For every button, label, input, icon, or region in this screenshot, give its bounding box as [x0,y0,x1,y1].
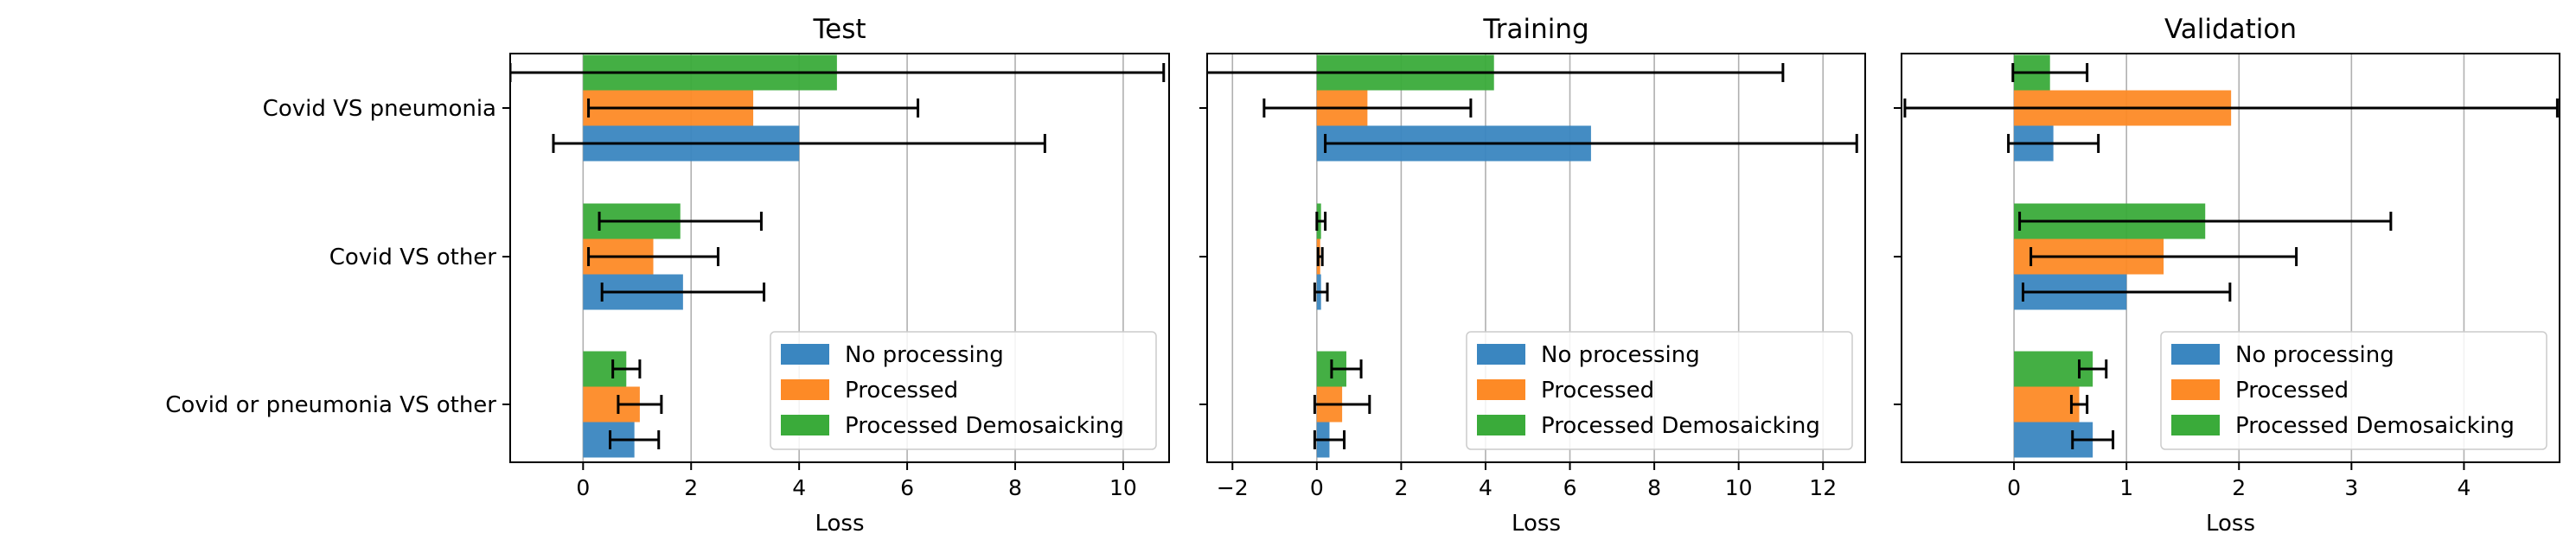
legend-swatch [1477,379,1525,400]
x-tick-label: 0 [576,475,590,500]
x-tick-label: 6 [900,475,914,500]
y-category-label: Covid or pneumonia VS other [165,392,496,418]
x-axis-label: Loss [1512,511,1561,537]
chart-panel-0: 0 2 4 6 8 10 Covid VS pneumonia Covid VS other C… [165,14,1170,537]
x-tick-label: 0 [1310,475,1324,500]
x-tick-label: 3 [2344,475,2358,500]
x-tick-label: 0 [2007,475,2021,500]
x-tick-label: 2 [2232,475,2246,500]
y-category-label: Covid VS pneumonia [263,96,496,122]
x-tick-label: 10 [1725,475,1753,500]
x-tick-label: 4 [792,475,806,500]
axes-frame [509,53,1170,463]
x-tick-label: 1 [2119,475,2133,500]
x-tick-label: 10 [1109,475,1137,500]
axes-frame [1206,53,1866,463]
x-tick-label: −2 [1217,475,1249,500]
legend-label: No processing [845,342,1004,368]
legend: No processing Processed Processed Demosaic… [1466,331,1853,450]
panel-title: Training [1482,14,1588,45]
legend-label: No processing [1541,342,1700,368]
x-tick-label: 4 [2457,475,2471,500]
legend-swatch [2171,415,2220,435]
legend: No processing Processed Processed Demosaic… [2160,331,2547,450]
legend-label: Processed Demosaicking [845,413,1124,439]
legend-swatch [781,379,829,400]
plot-area [510,54,1166,458]
legend-swatch [781,415,829,435]
axes-frame [1901,53,2560,463]
chart-panel-2: 0 1 2 3 4 Validation Loss No processing Processe… [1894,14,2560,537]
legend-swatch [781,344,829,365]
panel-title: Validation [2164,14,2297,45]
legend-swatch [2171,379,2220,400]
bar [2014,386,2080,423]
plot-area [1207,54,1858,458]
x-tick-label: 8 [1647,475,1661,500]
x-tick-label: 12 [1809,475,1837,500]
legend-label: Processed [845,378,958,404]
chart-panel-1: −2 0 2 4 6 8 10 12 Training Loss No processing Proc… [1199,14,1866,537]
x-tick-label: 2 [1394,475,1408,500]
x-tick-label: 6 [1563,475,1577,500]
legend-label: Processed [2235,378,2349,404]
legend: No processing Processed Processed Demosaic… [770,331,1157,450]
x-axis-label: Loss [815,511,864,537]
y-category-label: Covid VS other [329,245,497,270]
legend-label: Processed Demosaicking [2235,413,2515,439]
panel-title: Test [812,14,866,45]
legend-label: Processed [1541,378,1654,404]
plot-area [1903,54,2559,458]
x-tick-label: 4 [1479,475,1493,500]
x-tick-label: 8 [1008,475,1022,500]
legend-swatch [2171,344,2220,365]
x-tick-label: 2 [684,475,698,500]
legend-label: No processing [2235,342,2394,368]
legend-swatch [1477,415,1525,435]
legend-label: Processed Demosaicking [1541,413,1820,439]
legend-box [1466,331,1853,450]
legend-swatch [1477,344,1525,365]
legend-box [2160,331,2547,450]
legend-box [770,331,1157,450]
x-axis-label: Loss [2206,511,2255,537]
